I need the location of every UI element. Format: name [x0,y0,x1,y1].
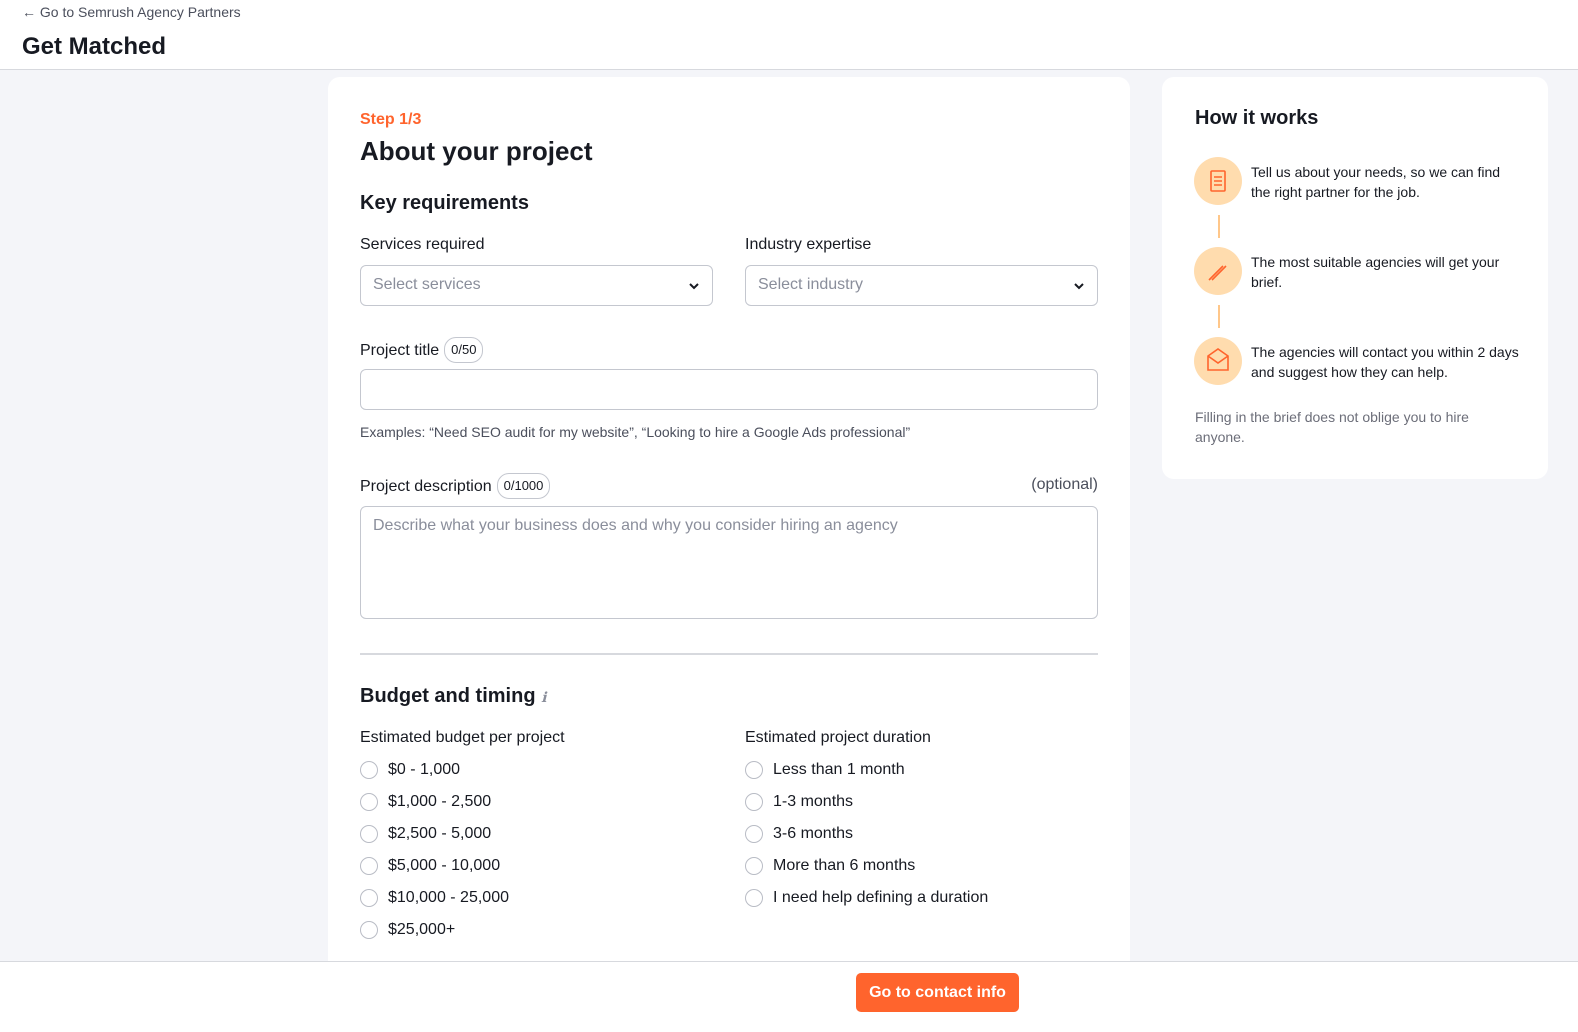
step-text: Tell us about your needs, so we can find… [1251,164,1501,200]
field-label: Project title 0/50 [360,337,484,363]
placeholder: Select services [373,276,481,293]
step-text: The most suitable agencies will get your… [1251,254,1500,290]
char-counter: 0/1000 [496,473,551,499]
radio-label[interactable]: Less than 1 month [773,761,905,778]
header [0,0,1578,70]
radio[interactable] [745,825,763,843]
radio[interactable] [745,889,763,907]
side-note: Filling in the brief does not oblige you… [1195,409,1469,445]
char-counter: 0/50 [444,337,484,363]
info-icon[interactable]: ℹ [541,689,547,705]
radio[interactable] [360,793,378,811]
radio-label[interactable]: 1-3 months [773,793,854,810]
radio-label[interactable]: $10,000 - 25,000 [388,889,509,906]
placeholder: Describe what your business does and why… [373,517,898,534]
chevron [689,283,699,290]
radio-label[interactable]: More than 6 months [773,857,916,874]
section-heading: Key requirements [360,192,529,214]
radio-label[interactable]: I need help defining a duration [773,889,989,906]
step-label: Step 1/3 [360,111,422,128]
radio-label[interactable]: 3-6 months [773,825,854,842]
radio[interactable] [360,761,378,779]
radio-label[interactable]: $1,000 - 2,500 [388,793,492,810]
chevron [1074,283,1084,290]
field-label: Estimated project duration [745,729,931,746]
description-textarea[interactable]: Describe what your business does and why… [360,506,1098,619]
form-title: About your project [360,136,593,166]
side-title: How it works [1195,107,1319,129]
radio-label[interactable]: $25,000+ [388,921,456,938]
back-link[interactable]: ← Go to Semrush Agency Partners [22,4,241,20]
field-label: Estimated budget per project [360,729,565,746]
heading-text: Budget and timing [360,685,536,707]
back-link-text[interactable]: Go to Semrush Agency Partners [39,4,241,20]
radio-label[interactable]: $0 - 1,000 [388,761,461,778]
divider [360,653,1098,655]
footer [0,961,1578,1032]
radio[interactable] [745,793,763,811]
radio[interactable] [360,825,378,843]
radio[interactable] [360,857,378,875]
step-text: The agencies will contact you within 2 d… [1251,344,1519,380]
hint: Examples: “Need SEO audit for my website… [360,424,911,440]
optional-label: (optional) [1031,476,1098,493]
radio[interactable] [360,921,378,939]
radio[interactable] [360,889,378,907]
radio[interactable] [745,857,763,875]
services-select[interactable]: Select services [360,265,713,306]
industry-select[interactable]: Select industry [745,265,1098,306]
title-input[interactable] [360,369,1098,410]
section-heading: Budget and timing ℹ [360,684,546,709]
radio-label[interactable]: $5,000 - 10,000 [388,857,501,874]
radio[interactable] [745,761,763,779]
page-title: Get Matched [22,33,167,60]
submit-button[interactable]: Go to contact info [856,973,1019,1012]
field-label: Project description 0/1000 [360,473,551,499]
radio-label[interactable]: $2,500 - 5,000 [388,825,492,842]
label-text: Project title [360,342,440,359]
step-icons [1194,157,1242,385]
field-label: Industry expertise [745,236,872,253]
field-label: Services required [360,236,485,253]
placeholder: Select industry [758,276,863,293]
label-text: Project description [360,478,492,495]
